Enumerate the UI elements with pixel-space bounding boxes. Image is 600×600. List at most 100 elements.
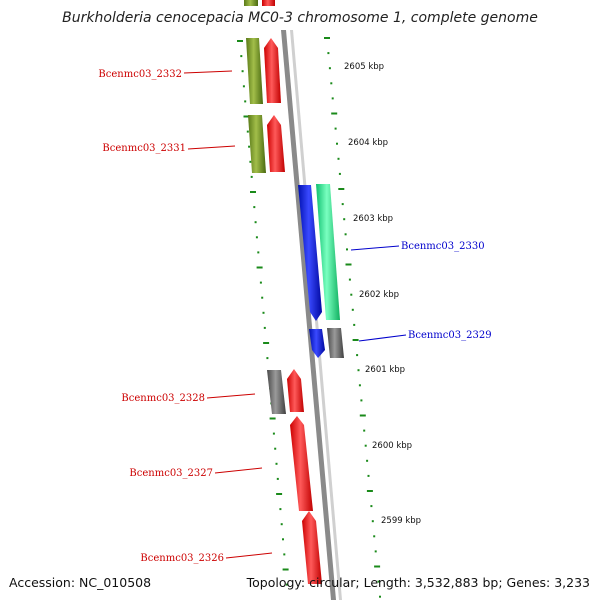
minor-tick (240, 55, 243, 58)
minor-tick (373, 535, 376, 538)
backbone-line (281, 30, 336, 600)
major-tick (324, 37, 330, 39)
gene-label-bcenmc03-2332[interactable]: Bcenmc03_2332 (98, 69, 182, 80)
minor-tick (279, 508, 282, 511)
minor-tick (272, 432, 275, 435)
minor-tick (242, 85, 245, 88)
major-tick (256, 266, 263, 269)
tick-marks (237, 40, 289, 586)
minor-tick (357, 369, 360, 372)
minor-tick (360, 399, 363, 402)
gene-feature[interactable] (264, 38, 281, 103)
minor-tick (331, 97, 334, 100)
leader-line (358, 334, 407, 342)
major-tick (366, 490, 373, 492)
minor-tick (274, 447, 277, 450)
minor-tick (377, 580, 380, 583)
minor-tick (250, 175, 253, 178)
scale-label: 2602 kbp (359, 290, 399, 300)
major-tick (282, 568, 289, 571)
gene-feature[interactable] (262, 0, 275, 6)
major-tick (331, 112, 338, 115)
minor-tick (366, 459, 369, 462)
map-title: Burkholderia cenocepacia MC0-3 chromosom… (62, 10, 538, 26)
gene-feature[interactable] (327, 328, 344, 358)
gene-features (244, 0, 344, 584)
minor-tick (285, 583, 288, 586)
minor-tick (356, 354, 359, 357)
minor-tick (282, 538, 284, 541)
minor-tick (341, 203, 344, 206)
gene-feature[interactable] (316, 184, 340, 320)
major-tick (269, 417, 276, 420)
minor-tick (370, 505, 373, 508)
leader-line (350, 245, 400, 251)
minor-tick (259, 281, 262, 284)
gene-labels-left: Bcenmc03_2332 Bcenmc03_2331 Bcenmc03_232… (98, 69, 273, 564)
gene-label-bcenmc03-2330[interactable]: Bcenmc03_2330 (401, 241, 485, 252)
minor-tick (261, 296, 264, 299)
gene-feature[interactable] (267, 370, 286, 414)
major-tick (352, 339, 359, 341)
scale-label: 2605 kbp (344, 62, 384, 72)
minor-tick (244, 100, 247, 103)
genome-summary-text: Topology: circular; Length: 3,532,883 bp… (246, 575, 590, 590)
leader-line (187, 145, 236, 150)
gene-feature[interactable] (244, 0, 258, 6)
gene-labels-right: Bcenmc03_2330 Bcenmc03_2329 (350, 241, 492, 342)
minor-tick (254, 221, 257, 224)
major-tick (359, 414, 366, 417)
minor-tick (327, 52, 330, 55)
minor-tick (363, 429, 366, 432)
gene-feature[interactable] (248, 115, 266, 173)
gene-feature[interactable] (290, 416, 313, 511)
gene-label-bcenmc03-2329[interactable]: Bcenmc03_2329 (408, 330, 492, 341)
minor-tick (280, 523, 283, 526)
major-tick (237, 40, 243, 42)
gene-label-bcenmc03-2331[interactable]: Bcenmc03_2331 (102, 143, 186, 154)
minor-tick (255, 236, 258, 239)
minor-tick (276, 477, 279, 480)
gene-feature[interactable] (287, 369, 304, 412)
minor-tick (338, 172, 341, 175)
minor-tick (263, 326, 266, 329)
minor-tick (379, 595, 381, 598)
minor-tick (350, 293, 353, 296)
minor-tick (367, 474, 370, 477)
minor-tick (257, 251, 260, 254)
minor-tick (364, 444, 367, 447)
minor-tick (241, 70, 244, 73)
scale-label: 2601 kbp (365, 365, 405, 375)
gene-feature[interactable] (309, 329, 325, 358)
scale-label: 2604 kbp (348, 138, 388, 148)
leader-line (225, 552, 273, 559)
major-tick (374, 565, 381, 568)
minor-tick (275, 462, 278, 465)
minor-tick (266, 357, 269, 360)
gene-label-bcenmc03-2328[interactable]: Bcenmc03_2328 (121, 393, 205, 404)
minor-tick (336, 142, 338, 145)
minor-tick (371, 520, 374, 523)
major-tick (276, 493, 283, 495)
minor-tick (348, 278, 351, 281)
gene-label-bcenmc03-2327[interactable]: Bcenmc03_2327 (129, 468, 213, 479)
leader-line (214, 467, 263, 474)
major-tick (345, 263, 352, 266)
minor-tick (248, 145, 251, 148)
major-tick (250, 191, 256, 193)
minor-tick (353, 323, 356, 326)
gene-feature[interactable] (246, 38, 263, 104)
minor-tick (343, 218, 346, 221)
minor-tick (337, 157, 340, 160)
gene-label-bcenmc03-2326[interactable]: Bcenmc03_2326 (140, 553, 224, 564)
leader-line (206, 393, 256, 399)
minor-tick (253, 206, 256, 209)
minor-tick (358, 384, 361, 387)
gene-feature[interactable] (267, 115, 285, 172)
gene-feature[interactable] (302, 511, 322, 584)
major-tick (243, 115, 250, 118)
tick-marks (324, 37, 381, 598)
gene-feature[interactable] (298, 185, 322, 321)
minor-tick (246, 130, 249, 133)
